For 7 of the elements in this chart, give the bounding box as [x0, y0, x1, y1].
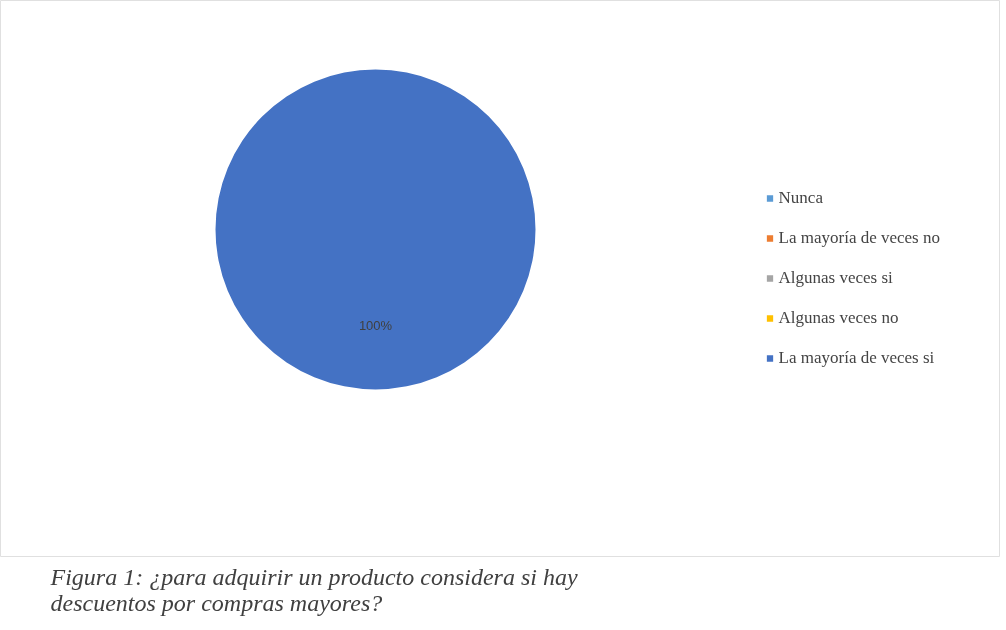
legend-label: Algunas veces si	[778, 268, 893, 288]
data-label: 100%	[358, 317, 393, 333]
legend-label: La mayoría de veces si	[778, 348, 935, 368]
legend-label: Nunca	[778, 188, 823, 208]
text: Figura 1: ¿para adquirir un producto considera si hay descuentos por compras mayores?	[49, 563, 578, 616]
legend-label: La mayoría de veces no	[778, 228, 940, 248]
legend-label: Algunas veces no	[778, 308, 899, 328]
